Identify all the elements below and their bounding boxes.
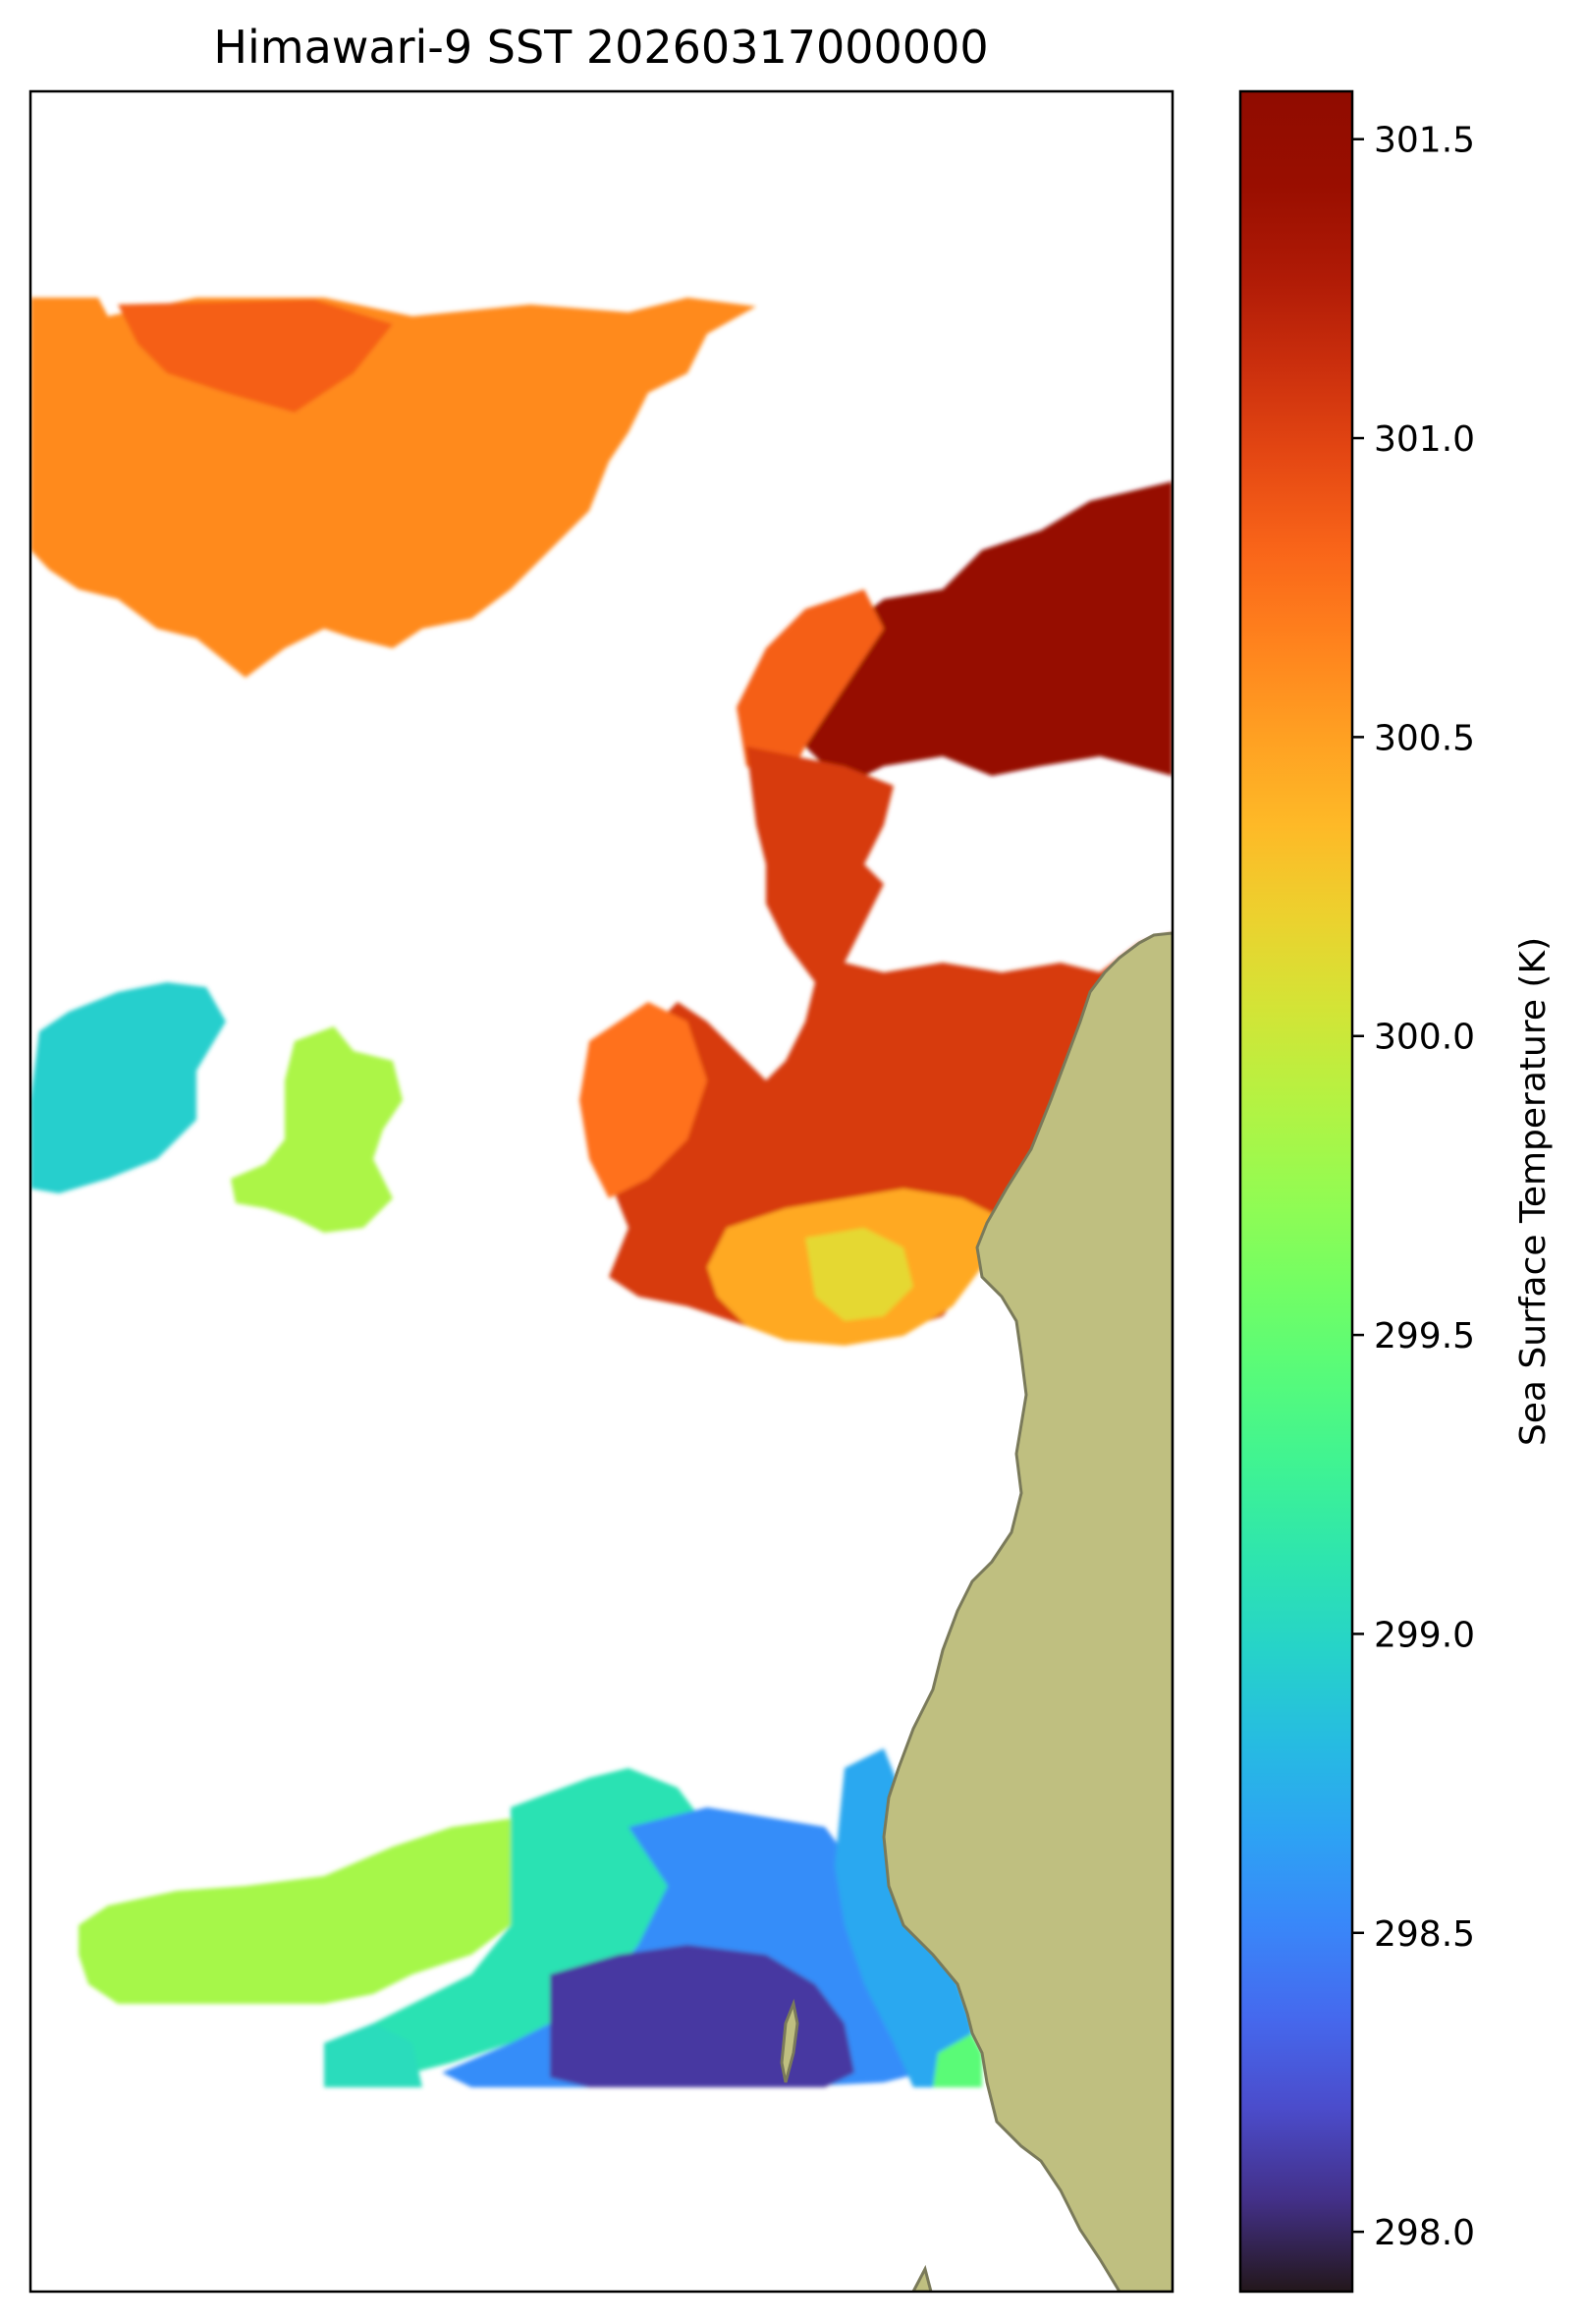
- land-mass: [882, 931, 1173, 2292]
- sst-eddy-yellow: [805, 1228, 913, 1321]
- sst-patch-northeast-fringe: [737, 589, 884, 786]
- colorbar-scale: [1238, 89, 1354, 2294]
- colorbar: 298.0 298.5 299.0 299.5 300.0 300.5 301.0 301.5…: [1238, 89, 1554, 2294]
- colorbar-label: Sea Surface Temperature (K): [1513, 937, 1554, 1446]
- sst-patch-south-cyan: [324, 1768, 707, 2087]
- colorbar-tick-label: 299.0: [1374, 1615, 1475, 1655]
- chart-title: Himawari-9 SST 20260317000000: [213, 21, 988, 74]
- colorbar-tick-label: 299.5: [1374, 1316, 1475, 1356]
- sst-patch-west-cyan: [30, 982, 226, 1193]
- sst-patch-south-green: [933, 2033, 982, 2087]
- colorbar-ticks: 298.0 298.5 299.0 299.5 300.0 300.5 301.0 301.5: [1352, 121, 1475, 2253]
- sst-patch-northwest: [30, 298, 756, 678]
- colorbar-tick-label: 300.0: [1374, 1018, 1475, 1058]
- sst-patch-northwest-core: [118, 300, 393, 413]
- sst-patch-west-lime: [231, 1026, 403, 1233]
- sst-patch-south-lime: [79, 1817, 530, 2004]
- map-frame: [28, 89, 1175, 2294]
- colorbar-tick-label: 298.0: [1374, 2213, 1475, 2253]
- sst-patch-south-deep: [550, 1945, 854, 2087]
- land-islet: [780, 1998, 799, 2083]
- colorbar-tick-label: 300.5: [1374, 718, 1475, 758]
- map-panel: [30, 91, 1173, 2292]
- colorbar-tick-label: 301.0: [1374, 419, 1475, 460]
- sst-patch-northeast: [805, 481, 1173, 786]
- sst-patch-central-west: [579, 1002, 707, 1198]
- sst-patch-south-teal: [324, 2023, 422, 2087]
- colorbar-tick-label: 298.5: [1374, 1914, 1475, 1955]
- land-point-south: [911, 2264, 933, 2292]
- colorbar-tick-label: 301.5: [1374, 121, 1475, 161]
